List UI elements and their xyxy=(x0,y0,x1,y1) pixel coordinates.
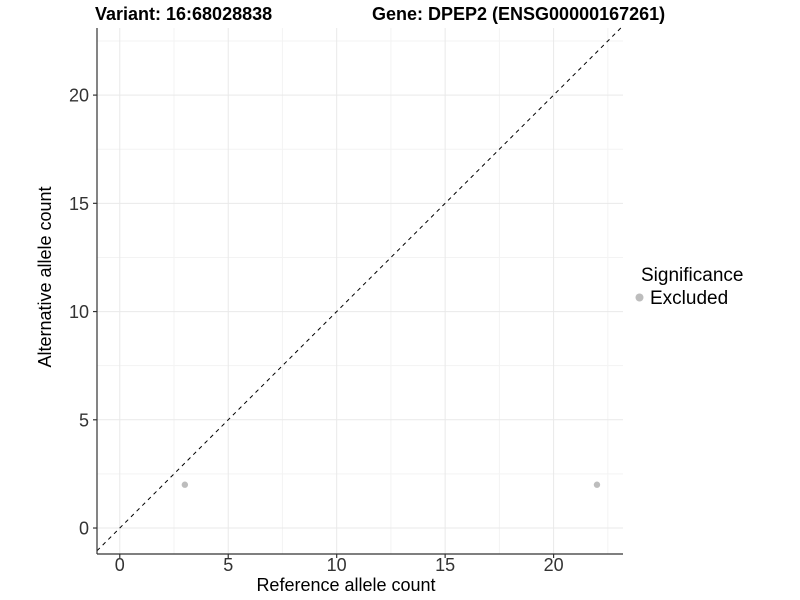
x-tick-label: 0 xyxy=(115,555,125,575)
gridlines-minor xyxy=(97,28,623,554)
y-tick-label: 15 xyxy=(69,194,89,214)
y-tick-label: 20 xyxy=(69,86,89,106)
identity-reference-line xyxy=(96,27,622,552)
data-points xyxy=(181,481,601,488)
x-axis-title: Reference allele count xyxy=(256,575,435,595)
x-tick-label: 5 xyxy=(223,555,233,575)
gridlines-major xyxy=(97,28,623,554)
gene-title: Gene: DPEP2 (ENSG00000167261) xyxy=(372,4,665,24)
y-tick-label: 10 xyxy=(69,302,89,322)
y-tick-label: 5 xyxy=(79,410,89,430)
data-point-excluded xyxy=(593,481,601,488)
y-axis-title: Alternative allele count xyxy=(35,186,55,367)
legend: Significance Excluded xyxy=(635,265,743,309)
legend-item-label: Excluded xyxy=(650,288,728,309)
y-axis-ticks: 0 5 10 15 20 xyxy=(69,86,97,539)
x-tick-label: 10 xyxy=(327,555,347,575)
variant-title: Variant: 16:68028838 xyxy=(95,4,272,24)
x-tick-label: 15 xyxy=(435,555,455,575)
x-tick-label: 20 xyxy=(544,555,564,575)
x-axis-ticks: 0 5 10 15 20 xyxy=(115,554,564,575)
data-point-excluded xyxy=(181,481,189,488)
y-tick-label: 0 xyxy=(79,519,89,539)
legend-excluded-dot-icon xyxy=(635,293,644,302)
legend-title: Significance xyxy=(641,265,743,286)
